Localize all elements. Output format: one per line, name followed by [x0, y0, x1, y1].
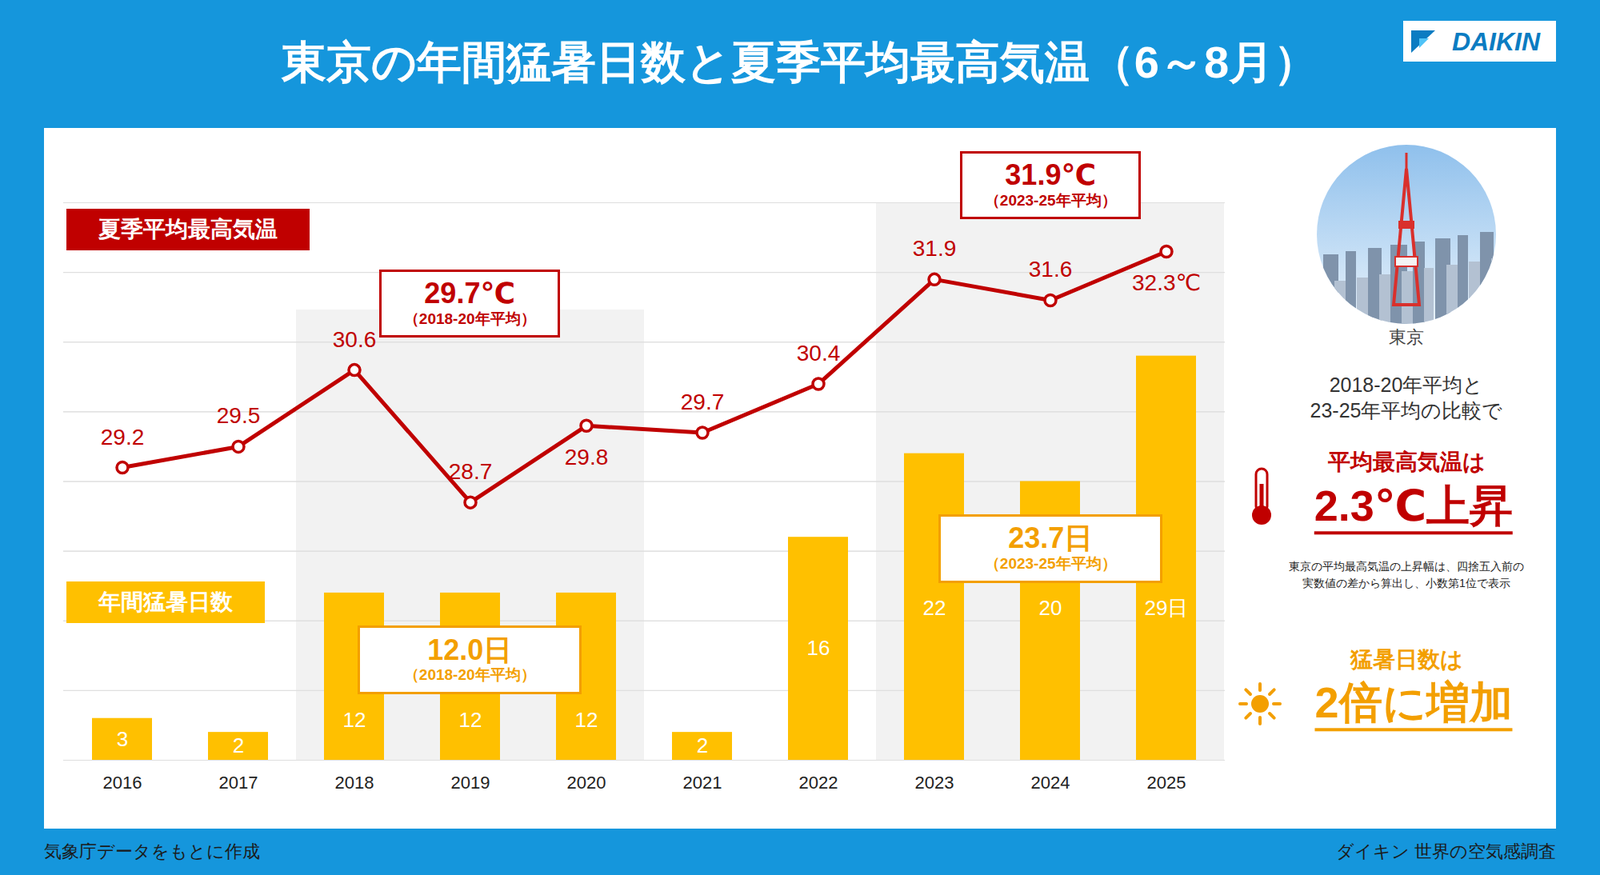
- svg-text:29.2: 29.2: [100, 424, 145, 450]
- html-text:実数値の差から算出し、小数第1位で表示: 実数値の差から算出し、小数第1位で表示: [1302, 576, 1511, 590]
- html-text:23.7日: 23.7日: [1008, 521, 1093, 555]
- html-text:平均最高気温は: 平均最高気温は: [1327, 449, 1486, 475]
- svg-text:2017: 2017: [219, 772, 259, 793]
- html-text:（2018-20年平均）: （2018-20年平均）: [403, 310, 536, 328]
- svg-text:2024: 2024: [1031, 772, 1071, 793]
- html-text:2.3℃上昇: 2.3℃上昇: [1314, 481, 1513, 530]
- svg-text:2: 2: [696, 733, 708, 758]
- svg-text:16: 16: [807, 636, 831, 660]
- html-text:29.7℃: 29.7℃: [424, 277, 516, 310]
- html-text:気象庁データをもとに作成: 気象庁データをもとに作成: [44, 841, 260, 862]
- html-text:（2023-25年平均）: （2023-25年平均）: [984, 555, 1117, 572]
- svg-text:2018: 2018: [335, 772, 375, 793]
- svg-text:29日: 29日: [1144, 596, 1189, 620]
- svg-text:12: 12: [343, 708, 367, 732]
- html-text:東京の年間猛暑日数と夏季平均最高気温（6～8月）: 東京の年間猛暑日数と夏季平均最高気温（6～8月）: [281, 36, 1319, 88]
- html-text:東京: 東京: [1388, 327, 1424, 348]
- svg-text:2021: 2021: [683, 772, 723, 793]
- html-text:（2023-25年平均）: （2023-25年平均）: [984, 191, 1117, 209]
- html-text:2倍に増加: 2倍に増加: [1314, 678, 1513, 727]
- svg-text:29.5: 29.5: [216, 403, 261, 428]
- svg-text:20: 20: [1039, 596, 1063, 620]
- svg-text:12: 12: [459, 708, 483, 732]
- svg-text:22: 22: [923, 596, 947, 620]
- svg-text:31.9: 31.9: [912, 236, 957, 261]
- svg-text:30.4: 30.4: [796, 340, 841, 366]
- svg-text:29.7: 29.7: [680, 389, 725, 415]
- html-text:（2018-20年平均）: （2018-20年平均）: [403, 666, 536, 684]
- svg-text:32.3℃: 32.3℃: [1132, 270, 1201, 296]
- html-text:31.9℃: 31.9℃: [1005, 158, 1096, 192]
- svg-text:31.6: 31.6: [1028, 256, 1073, 282]
- svg-text:3: 3: [116, 727, 128, 752]
- html-text:ダイキン 世界の空気感調査: ダイキン 世界の空気感調査: [1335, 841, 1556, 862]
- svg-text:2: 2: [232, 733, 244, 758]
- html-text:猛暑日数は: 猛暑日数は: [1350, 647, 1463, 672]
- html-text:23-25年平均の比較で: 23-25年平均の比較で: [1310, 398, 1503, 422]
- svg-text:29.8: 29.8: [564, 444, 609, 470]
- html-text:12.0日: 12.0日: [427, 633, 513, 667]
- svg-text:2023: 2023: [915, 772, 955, 793]
- svg-text:2022: 2022: [799, 772, 839, 793]
- svg-text:2025: 2025: [1147, 772, 1187, 793]
- html-text:2018-20年平均と: 2018-20年平均と: [1329, 373, 1484, 396]
- svg-text:2016: 2016: [103, 772, 143, 793]
- svg-text:28.7: 28.7: [448, 459, 493, 484]
- html-text:年間猛暑日数: 年間猛暑日数: [98, 589, 233, 615]
- svg-text:30.6: 30.6: [332, 327, 377, 352]
- html-text:夏季平均最高気温: 夏季平均最高気温: [98, 216, 278, 242]
- html-text:DAIKIN: DAIKIN: [1451, 26, 1541, 56]
- svg-text:2019: 2019: [451, 772, 491, 793]
- html-text:東京の平均最高気温の上昇幅は、四捨五入前の: 東京の平均最高気温の上昇幅は、四捨五入前の: [1288, 560, 1524, 573]
- svg-text:2020: 2020: [567, 772, 607, 793]
- svg-text:12: 12: [575, 708, 599, 732]
